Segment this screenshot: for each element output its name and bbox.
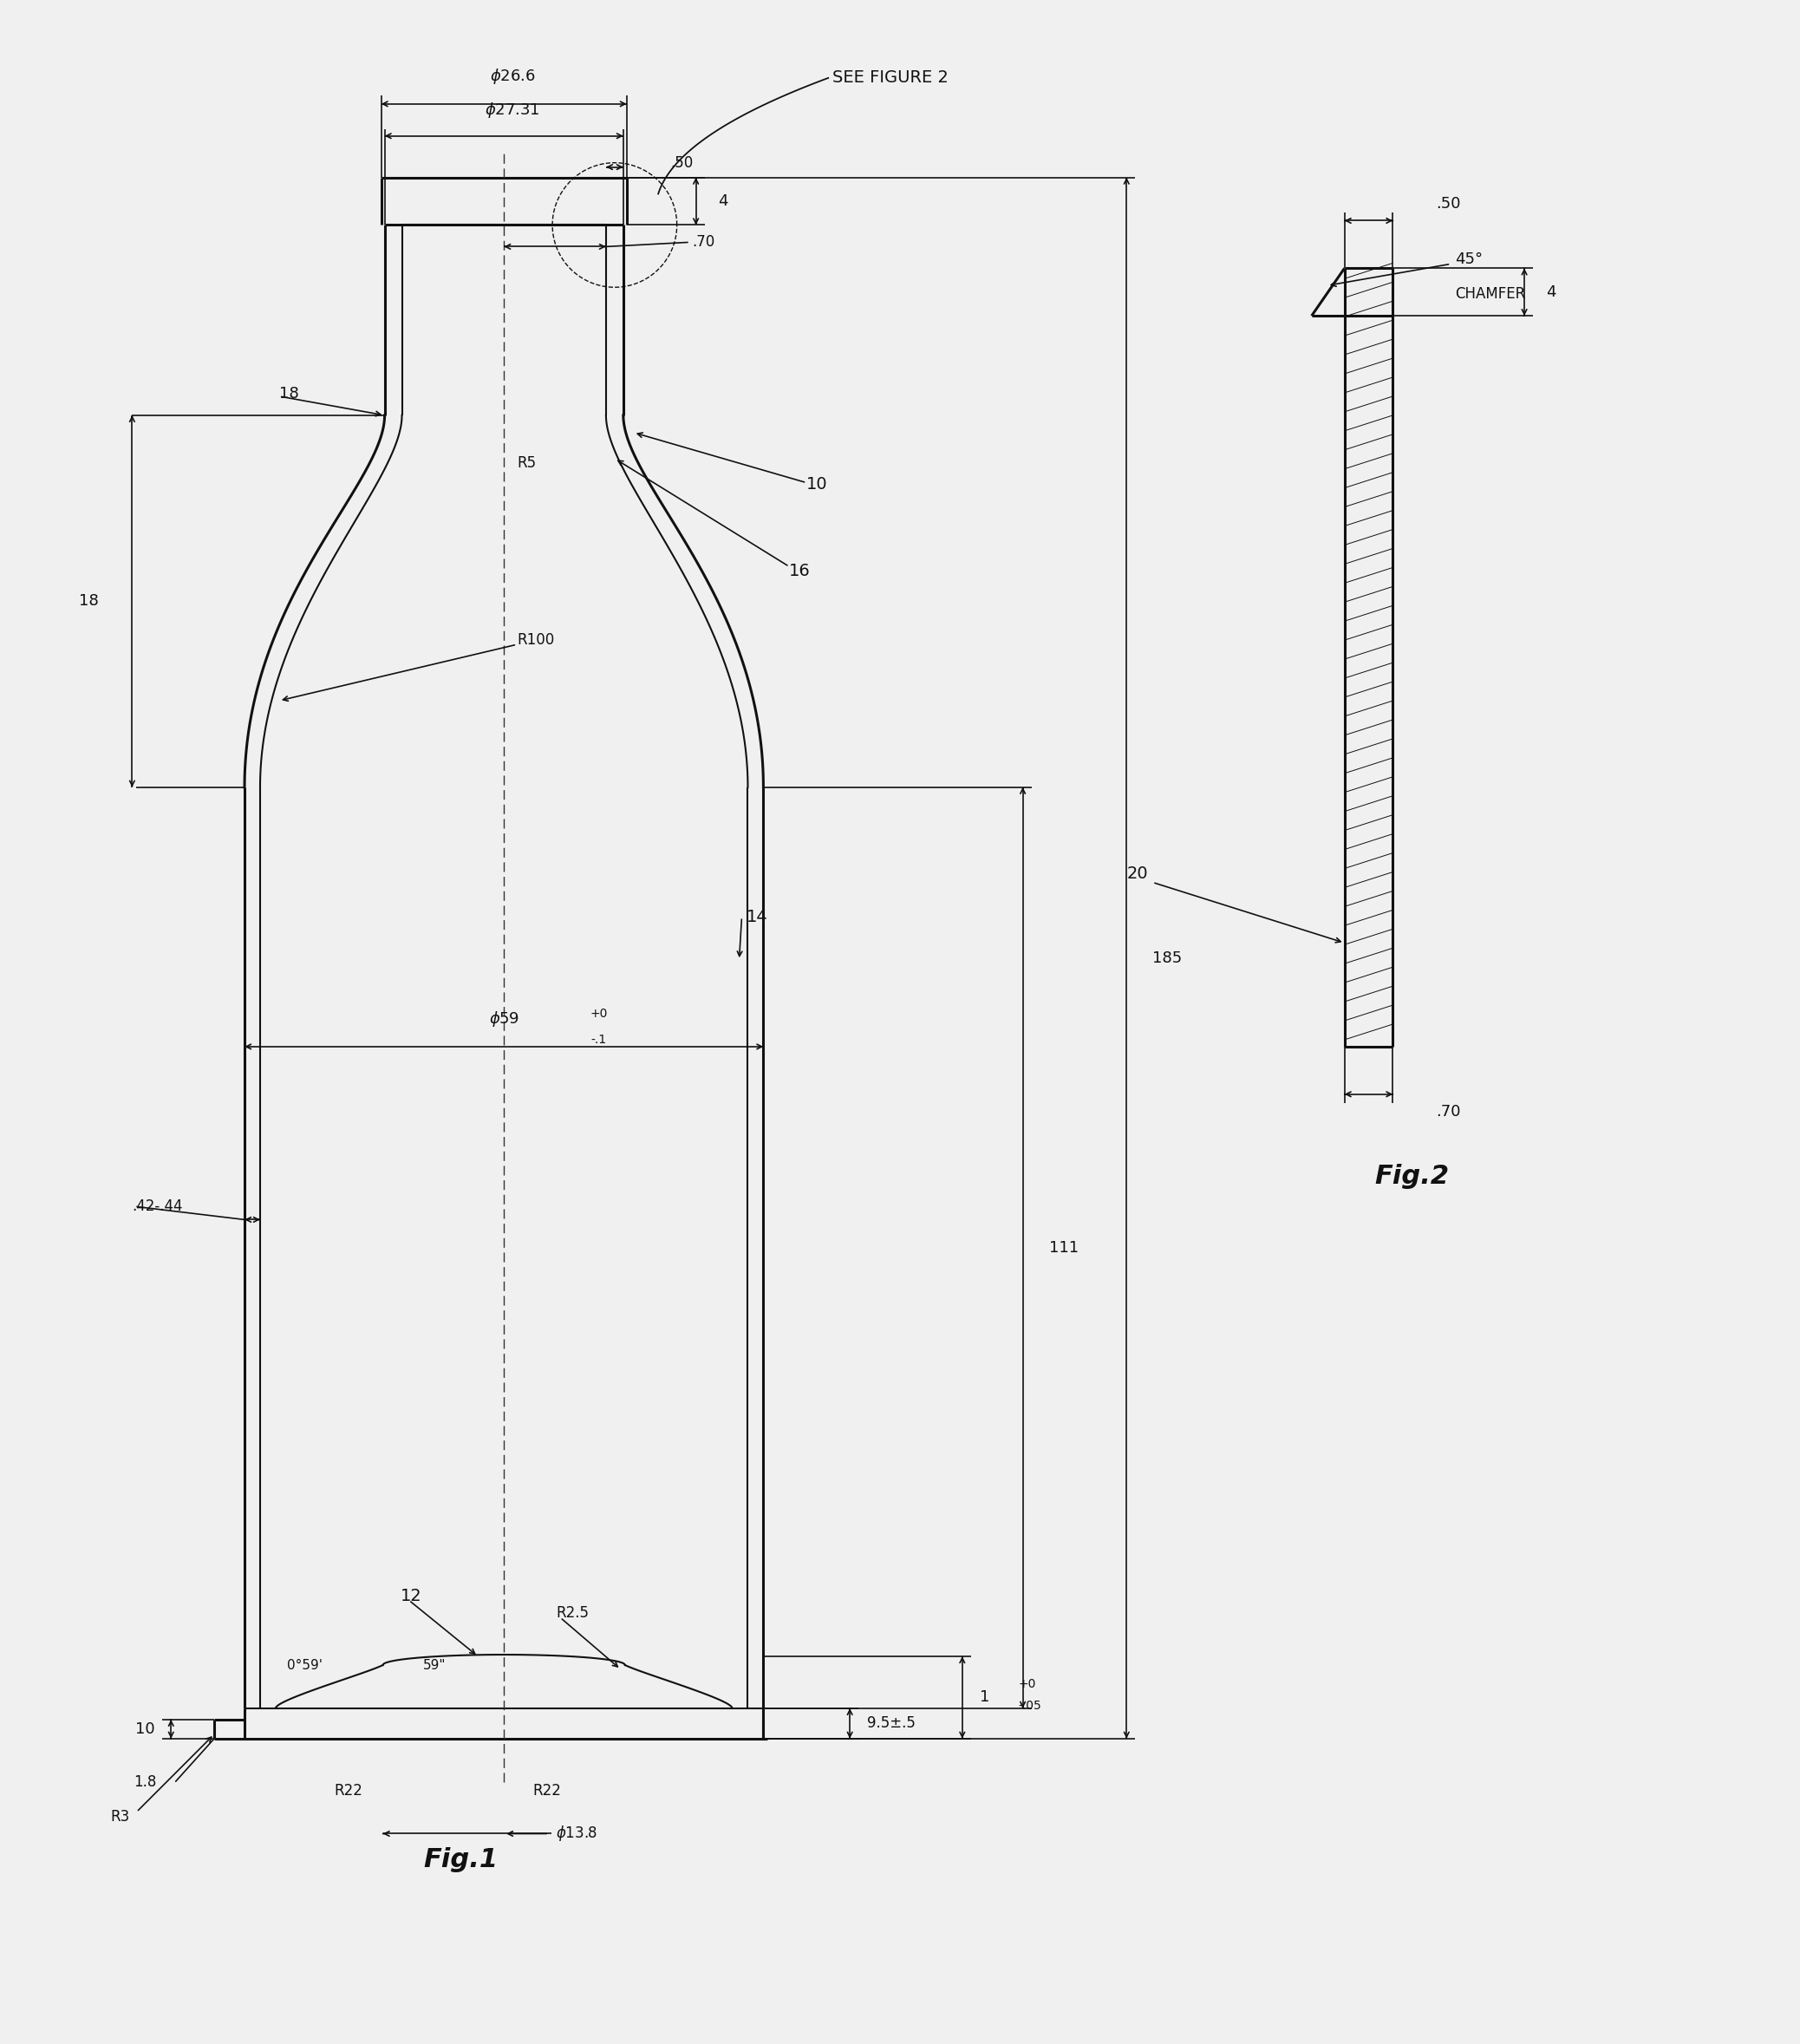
Text: -.05: -.05: [1019, 1701, 1042, 1713]
Text: $\phi$59: $\phi$59: [490, 1010, 518, 1028]
Text: +0: +0: [1019, 1678, 1037, 1690]
Text: R22: R22: [533, 1782, 562, 1799]
Text: R5: R5: [517, 456, 536, 470]
Text: 12: 12: [400, 1588, 421, 1605]
Text: 16: 16: [790, 562, 810, 578]
Text: Fig.1: Fig.1: [423, 1848, 499, 1872]
Text: -.1: -.1: [590, 1034, 607, 1047]
Text: 20: 20: [1127, 865, 1148, 881]
Text: .50: .50: [1436, 196, 1462, 211]
Text: R22: R22: [335, 1782, 362, 1799]
Text: 10: 10: [806, 476, 828, 493]
Text: .50: .50: [671, 155, 693, 170]
Text: +0: +0: [590, 1008, 608, 1020]
Text: $\phi$13.8: $\phi$13.8: [556, 1823, 598, 1844]
Text: .70: .70: [693, 235, 715, 249]
Text: 111: 111: [1049, 1241, 1078, 1255]
Text: 4: 4: [1546, 284, 1555, 300]
Text: 45°: 45°: [1454, 251, 1483, 268]
Text: 185: 185: [1152, 950, 1183, 967]
Text: $\phi$26.6: $\phi$26.6: [490, 67, 535, 86]
Text: SEE FIGURE 2: SEE FIGURE 2: [833, 69, 949, 86]
Text: 0°59': 0°59': [288, 1658, 322, 1672]
Text: Fig.2: Fig.2: [1375, 1163, 1449, 1190]
Text: R2.5: R2.5: [556, 1605, 589, 1621]
Text: 18: 18: [279, 386, 299, 401]
Text: 10: 10: [135, 1721, 155, 1737]
Text: 14: 14: [745, 910, 767, 926]
Text: R3: R3: [110, 1809, 130, 1823]
Text: CHAMFER: CHAMFER: [1454, 286, 1526, 303]
Text: 18: 18: [79, 593, 99, 609]
Text: 9.5±.5: 9.5±.5: [868, 1715, 916, 1731]
Text: .70: .70: [1436, 1104, 1462, 1120]
Text: 1.8: 1.8: [133, 1774, 157, 1791]
Text: $\phi$27.31: $\phi$27.31: [484, 100, 540, 119]
Text: .42-.44: .42-.44: [131, 1200, 184, 1214]
Text: 1: 1: [979, 1690, 990, 1705]
Text: 59": 59": [423, 1658, 446, 1672]
Text: R100: R100: [517, 632, 554, 648]
Text: 4: 4: [718, 194, 727, 208]
